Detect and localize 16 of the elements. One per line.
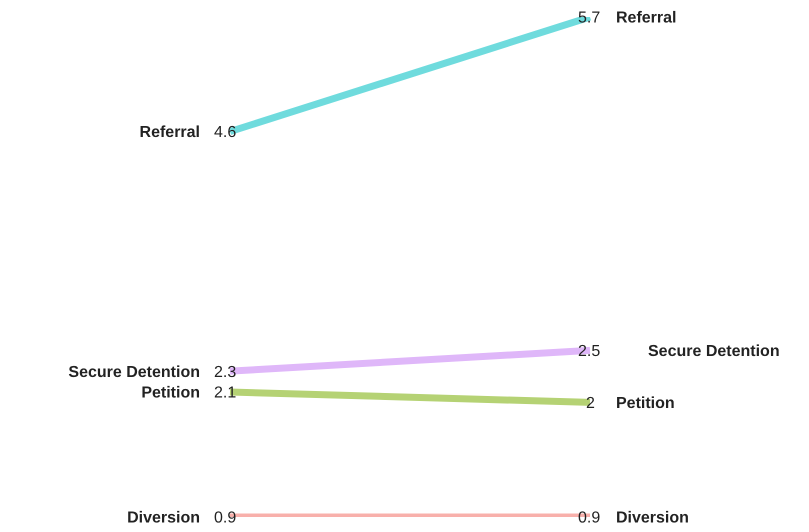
text: Referral: [140, 124, 200, 142]
data-label: 2.1: [214, 384, 236, 402]
series-label: Petition: [616, 395, 675, 412]
data-label: 0.9: [214, 510, 236, 527]
data-label: 0.9: [578, 510, 600, 527]
data-label: 2.5: [578, 342, 600, 360]
text: Petition: [141, 384, 200, 402]
data-label: 4.6: [214, 124, 236, 142]
data-label: 5.7: [578, 10, 600, 27]
data-label: 2: [586, 395, 595, 412]
data-label: 2.3: [214, 364, 236, 381]
series-label: Referral: [616, 10, 676, 27]
text: Diversion: [127, 510, 200, 527]
text: Secure Detention: [648, 342, 780, 360]
series-label: Secure Detention: [68, 364, 200, 381]
series-label: Diversion: [616, 510, 689, 527]
